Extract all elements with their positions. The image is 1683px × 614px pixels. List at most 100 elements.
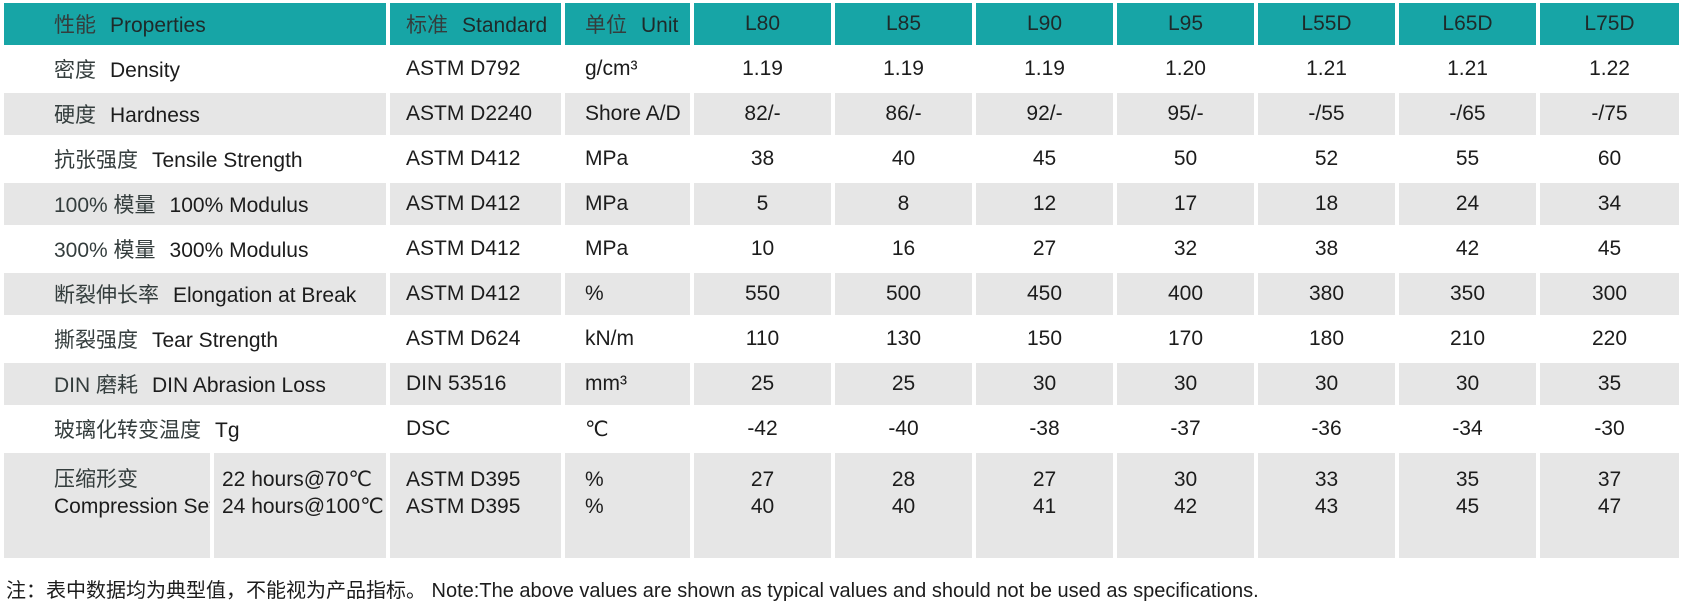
property-label-cell: 玻璃化转变温度 Tg (4, 408, 386, 450)
header-grade-l80: L80 (694, 3, 831, 45)
header-unit: 单位 Unit (565, 3, 690, 45)
property-label-cell: 密度 Density (4, 48, 386, 90)
value-cell-l55d: 1.21 (1258, 48, 1395, 90)
property-name-en: Elongation at Break (173, 284, 357, 307)
compression-value-cell-l55d: 33 43 (1258, 453, 1395, 558)
property-row: DIN 磨耗 DIN Abrasion Loss DIN 53516 mm³ 25 25 3… (4, 363, 1679, 405)
header-grade-l65d: L65D (1399, 3, 1536, 45)
value-cell-l95: 95/- (1117, 93, 1254, 135)
property-name-cn: 100% 模量 (54, 194, 156, 217)
property-name-cn: 抗张强度 (54, 149, 138, 172)
value-cell-l85: 25 (835, 363, 972, 405)
value-line: 33 (1314, 468, 1339, 491)
value-line: 47 (1597, 495, 1622, 518)
unit-cell: g/cm³ (565, 48, 690, 90)
property-name-en: 100% Modulus (169, 194, 309, 217)
property-row: 抗张强度 Tensile Strength ASTM D412 MPa 38 40 45 50… (4, 138, 1679, 180)
value-cell-l65d: 55 (1399, 138, 1536, 180)
value-cell-l80: 550 (694, 273, 831, 315)
header-grade-l75d: L75D (1540, 3, 1679, 45)
condition-line: 24 hours@100℃ (222, 495, 384, 518)
value-cell-l85: 130 (835, 318, 972, 360)
compression-value-cell-l65d: 35 45 (1399, 453, 1536, 558)
value-cell-l55d: 52 (1258, 138, 1395, 180)
standard-cell: ASTM D412 (390, 138, 561, 180)
value-cell-l55d: -36 (1258, 408, 1395, 450)
property-name-en: Hardness (110, 104, 200, 127)
standard-cell: DSC (390, 408, 561, 450)
value-cell-l75d: 35 (1540, 363, 1679, 405)
value-cell-l90: 450 (976, 273, 1113, 315)
value-cell-l55d: 30 (1258, 363, 1395, 405)
value-cell-l90: 92/- (976, 93, 1113, 135)
unit-cell: MPa (565, 138, 690, 180)
value-line: 40 (891, 495, 916, 518)
compression-value-cell-l90: 27 41 (976, 453, 1113, 558)
value-line: 42 (1173, 495, 1198, 518)
property-label-cell: DIN 磨耗 DIN Abrasion Loss (4, 363, 386, 405)
header-grade-l85: L85 (835, 3, 972, 45)
value-cell-l90: -38 (976, 408, 1113, 450)
value-cell-l65d: 350 (1399, 273, 1536, 315)
property-name-en: Tensile Strength (152, 149, 303, 172)
value-cell-l95: 32 (1117, 228, 1254, 270)
value-cell-l55d: -/55 (1258, 93, 1395, 135)
value-line: 30 (1173, 468, 1198, 491)
property-name-cn: 撕裂强度 (54, 329, 138, 352)
value-cell-l80: 1.19 (694, 48, 831, 90)
property-label-cell: 断裂伸长率 Elongation at Break (4, 273, 386, 315)
property-name-cn: 300% 模量 (54, 239, 156, 262)
value-cell-l80: 10 (694, 228, 831, 270)
value-cell-l55d: 380 (1258, 273, 1395, 315)
table-header-row: 性能 Properties 标准 Standard 单位 Unit L80 L85 L90… (4, 3, 1679, 45)
value-cell-l95: 400 (1117, 273, 1254, 315)
header-properties-en: Properties (110, 14, 206, 37)
property-name-cn: 密度 (54, 59, 96, 82)
value-cell-l85: 86/- (835, 93, 972, 135)
property-name-en: Tear Strength (152, 329, 279, 352)
compression-name-cn: 压缩形变 (54, 468, 138, 491)
property-name-cn: 硬度 (54, 104, 96, 127)
value-cell-l90: 12 (976, 183, 1113, 225)
property-name-cn: 断裂伸长率 (54, 284, 159, 307)
unit-cell: Shore A/D (565, 93, 690, 135)
standard-cell: ASTM D792 (390, 48, 561, 90)
property-name-en: Tg (215, 419, 240, 442)
unit-cell: kN/m (565, 318, 690, 360)
compression-standard-cell: ASTM D395 ASTM D395 (390, 453, 561, 558)
value-cell-l80: 5 (694, 183, 831, 225)
unit-cell: MPa (565, 228, 690, 270)
standard-cell: ASTM D412 (390, 228, 561, 270)
compression-name-en: Compression Set (54, 495, 210, 518)
compression-value-cell-l85: 28 40 (835, 453, 972, 558)
value-line: 43 (1314, 495, 1339, 518)
header-standard-cn: 标准 (406, 14, 448, 37)
value-cell-l55d: 180 (1258, 318, 1395, 360)
property-row: 撕裂强度 Tear Strength ASTM D624 kN/m 110 130 150 1… (4, 318, 1679, 360)
value-cell-l90: 150 (976, 318, 1113, 360)
property-label-cell: 300% 模量 300% Modulus (4, 228, 386, 270)
condition-line: 22 hours@70℃ (222, 468, 372, 491)
value-cell-l80: 25 (694, 363, 831, 405)
value-cell-l75d: -/75 (1540, 93, 1679, 135)
value-cell-l55d: 38 (1258, 228, 1395, 270)
value-cell-l85: -40 (835, 408, 972, 450)
footnote: 注：表中数据均为典型值，不能视为产品指标。 Note:The above val… (6, 580, 1259, 602)
value-cell-l75d: 45 (1540, 228, 1679, 270)
value-cell-l80: -42 (694, 408, 831, 450)
header-standard: 标准 Standard (390, 3, 561, 45)
unit-cell: % (565, 273, 690, 315)
value-cell-l90: 45 (976, 138, 1113, 180)
value-cell-l85: 500 (835, 273, 972, 315)
property-row: 100% 模量 100% Modulus ASTM D412 MPa 5 8 12 17 18 2… (4, 183, 1679, 225)
value-cell-l65d: 42 (1399, 228, 1536, 270)
header-unit-cn: 单位 (585, 14, 627, 37)
property-name-cn: DIN 磨耗 (54, 374, 138, 397)
property-label-cell: 抗张强度 Tensile Strength (4, 138, 386, 180)
compression-set-row: 压缩形变 Compression Set 22 hours@70℃ 24 hours@… (4, 453, 1679, 558)
value-cell-l80: 82/- (694, 93, 831, 135)
value-line: 35 (1455, 468, 1480, 491)
compression-conditions-cell: 22 hours@70℃ 24 hours@100℃ (214, 453, 386, 558)
standard-cell: DIN 53516 (390, 363, 561, 405)
compression-unit-cell: %% (565, 453, 690, 558)
